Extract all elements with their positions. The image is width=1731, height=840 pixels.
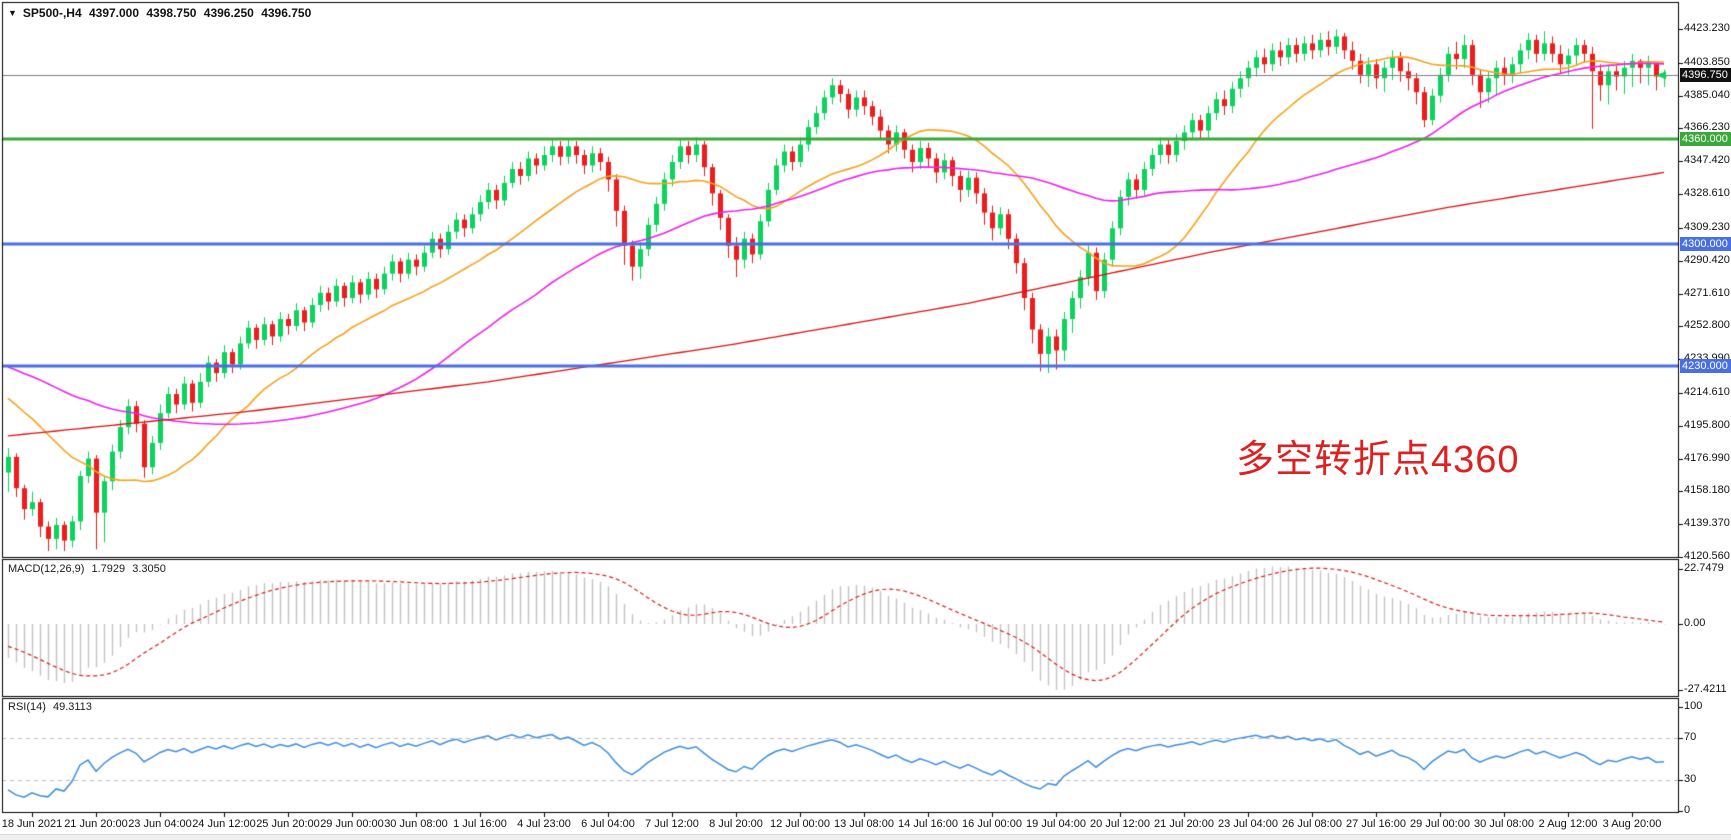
time-tick-label: 2 Aug 12:00 [1538, 818, 1598, 830]
chart-title: ▼ SP500-,H4 4397.000 4398.750 4396.250 43… [8, 6, 315, 20]
time-tick-label: 7 Jul 12:00 [645, 818, 699, 830]
symbol-label: SP500-,H4 [22, 6, 82, 20]
symbol-dropdown-icon: ▼ [8, 8, 17, 18]
quote-close: 4396.750 [261, 6, 312, 20]
price-tick-label: 4120.560 [1684, 550, 1730, 562]
rsi-tick-label: 0 [1684, 804, 1691, 816]
time-tick-label: 6 Jul 04:00 [581, 818, 635, 830]
price-tick-label: 4423.230 [1684, 22, 1730, 34]
time-tick-label: 4 Jul 23:00 [517, 818, 571, 830]
price-tick-label: 4347.420 [1684, 154, 1730, 166]
macd-name: MACD(12,26,9) [8, 563, 85, 575]
rsi-value: 49.3113 [52, 701, 92, 713]
time-tick-label: 13 Jul 08:00 [834, 818, 894, 830]
price-tick-label: 4195.800 [1684, 419, 1730, 431]
price-tick-label: 4403.850 [1684, 56, 1730, 68]
price-tick-label: 4290.420 [1684, 254, 1730, 266]
price-tick-label: 4309.230 [1684, 221, 1730, 233]
macd-tick-label: -27.4211 [1684, 683, 1727, 695]
time-tick-label: 29 Jun 00:00 [320, 818, 384, 830]
macd-indicator-label: MACD(12,26,9) 1.7929 3.3050 [8, 563, 170, 575]
price-tick-label: 4252.800 [1684, 319, 1730, 331]
level-price-badge: 4360.000 [1680, 132, 1731, 146]
time-tick-label: 21 Jun 20:00 [64, 818, 128, 830]
rsi-tick-label: 30 [1684, 773, 1697, 785]
time-tick-label: 23 Jun 04:00 [128, 818, 192, 830]
quote-low: 4396.250 [203, 6, 254, 20]
rsi-tick-label: 70 [1684, 731, 1697, 743]
time-tick-label: 24 Jun 12:00 [192, 818, 256, 830]
price-tick-label: 4328.610 [1684, 187, 1730, 199]
time-tick-label: 8 Jul 20:00 [709, 818, 763, 830]
price-tick-label: 4176.990 [1684, 452, 1730, 464]
time-tick-label: 23 Jul 04:00 [1218, 818, 1278, 830]
price-tick-label: 4214.610 [1684, 386, 1730, 398]
time-tick-label: 25 Jun 20:00 [256, 818, 320, 830]
level-price-badge: 4230.000 [1680, 359, 1731, 373]
time-tick-label: 19 Jul 04:00 [1026, 818, 1086, 830]
rsi-tick-label: 100 [1684, 700, 1703, 712]
time-tick-label: 30 Jul 08:00 [1474, 818, 1534, 830]
rsi-name: RSI(14) [8, 701, 46, 713]
quote-high: 4398.750 [146, 6, 197, 20]
price-tick-label: 4385.040 [1684, 89, 1730, 101]
price-tick-label: 4366.230 [1684, 121, 1730, 133]
macd-tick-label: 22.7479 [1684, 562, 1724, 574]
macd-value-main: 1.7929 [91, 563, 126, 575]
time-tick-label: 18 Jun 2021 [1, 818, 63, 830]
price-tick-label: 4158.180 [1684, 484, 1730, 496]
quote-open: 4397.000 [88, 6, 140, 20]
macd-tick-label: 0.00 [1684, 617, 1706, 629]
time-tick-label: 3 Aug 20:00 [1602, 818, 1662, 830]
annotation-text: 多空转折点4360 [1236, 439, 1520, 481]
price-tick-label: 4139.370 [1684, 517, 1730, 529]
time-tick-label: 29 Jul 00:00 [1410, 818, 1470, 830]
time-tick-label: 14 Jul 16:00 [898, 818, 958, 830]
time-tick-label: 16 Jul 00:00 [962, 818, 1022, 830]
time-tick-label: 26 Jul 08:00 [1282, 818, 1342, 830]
rsi-indicator-label: RSI(14) 49.3113 [8, 701, 96, 713]
time-tick-label: 12 Jul 00:00 [770, 818, 830, 830]
level-price-badge: 4300.000 [1680, 237, 1731, 251]
time-tick-label: 27 Jul 16:00 [1346, 818, 1406, 830]
time-tick-label: 30 Jun 08:00 [384, 818, 448, 830]
time-tick-label: 1 Jul 16:00 [453, 818, 507, 830]
current-price-badge: 4396.750 [1680, 68, 1731, 82]
time-tick-label: 21 Jul 20:00 [1154, 818, 1214, 830]
price-tick-label: 4271.610 [1684, 287, 1730, 299]
time-tick-label: 20 Jul 12:00 [1090, 818, 1150, 830]
window-bottom-strip [0, 834, 1731, 840]
macd-value-signal: 3.3050 [132, 563, 166, 575]
